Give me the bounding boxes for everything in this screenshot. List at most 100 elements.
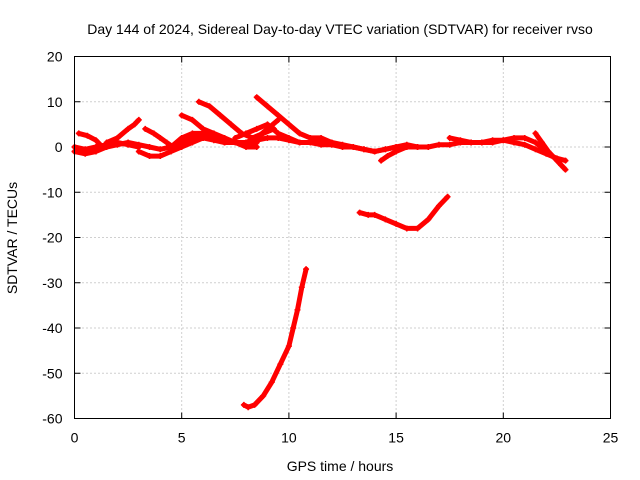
- data-point: [307, 134, 314, 141]
- series-track-11: [243, 117, 281, 145]
- data-point: [157, 134, 164, 141]
- grid-lines: [74, 56, 611, 419]
- x-tick-label: 20: [496, 430, 512, 446]
- data-point: [243, 130, 250, 137]
- data-point: [435, 141, 442, 148]
- data-point: [228, 121, 235, 128]
- data-point: [99, 144, 106, 150]
- data-point: [243, 139, 250, 146]
- data-point: [446, 134, 453, 141]
- data-point: [562, 157, 569, 164]
- data-point: [285, 121, 292, 128]
- data-point: [500, 137, 507, 144]
- data-point: [403, 225, 410, 232]
- data-point: [84, 132, 91, 139]
- data-point: [290, 325, 297, 331]
- data-point: [558, 162, 565, 169]
- data-point: [178, 144, 185, 150]
- data-point: [75, 130, 82, 137]
- data-point: [260, 392, 267, 399]
- series-group: [71, 94, 569, 411]
- data-point: [131, 121, 138, 128]
- data-point: [189, 139, 196, 146]
- data-point: [264, 103, 271, 110]
- data-point: [521, 134, 528, 141]
- data-point: [285, 343, 292, 350]
- data-point: [253, 94, 260, 101]
- data-point: [393, 220, 400, 227]
- data-point: [538, 139, 545, 146]
- data-point: [114, 134, 121, 141]
- x-tick-labels: 0 5 10 15 20 25: [71, 430, 619, 446]
- data-point: [532, 139, 539, 146]
- data-point: [545, 148, 552, 155]
- data-point: [150, 130, 157, 137]
- data-point: [232, 134, 239, 141]
- y-tick-label: 10: [47, 94, 63, 110]
- data-point: [562, 166, 569, 173]
- x-tick-label: 10: [281, 430, 297, 446]
- data-point: [125, 141, 132, 148]
- data-point: [275, 112, 282, 119]
- data-point: [157, 146, 164, 153]
- data-point: [210, 130, 217, 137]
- data-point: [178, 134, 185, 141]
- data-point: [82, 146, 89, 153]
- data-point: [328, 139, 335, 146]
- data-point: [532, 146, 539, 153]
- data-point: [103, 139, 110, 146]
- data-point: [125, 125, 132, 132]
- x-axis-label: GPS time / hours: [287, 458, 394, 474]
- data-point: [371, 148, 378, 155]
- series-track-15: [447, 135, 549, 154]
- y-tick-label: -10: [42, 184, 62, 200]
- data-point: [221, 134, 228, 141]
- data-point: [303, 266, 310, 273]
- data-point: [195, 98, 202, 105]
- data-point: [382, 146, 389, 153]
- data-point: [350, 144, 357, 150]
- data-point: [532, 130, 539, 137]
- data-point: [268, 379, 275, 386]
- data-point: [217, 112, 224, 119]
- data-point: [468, 139, 475, 146]
- x-tick-label: 25: [603, 430, 619, 446]
- data-point: [245, 404, 252, 411]
- data-point: [251, 401, 258, 408]
- data-point: [157, 153, 164, 160]
- data-point: [414, 144, 421, 150]
- data-point: [435, 202, 442, 209]
- data-point: [365, 211, 372, 218]
- series-track-3: [76, 130, 105, 150]
- data-point: [146, 153, 153, 160]
- y-axis-label: SDTVAR / TECUs: [4, 182, 20, 294]
- data-point: [178, 112, 185, 119]
- x-tick-label: 5: [178, 430, 186, 446]
- data-point: [318, 134, 325, 141]
- y-tick-label: -60: [42, 411, 62, 427]
- data-point: [264, 125, 271, 132]
- data-point: [378, 157, 385, 164]
- data-point: [189, 130, 196, 137]
- data-point: [296, 139, 303, 146]
- y-tick-label: -50: [42, 365, 62, 381]
- data-point: [92, 144, 99, 150]
- data-point: [146, 144, 153, 150]
- series-track-18: [241, 266, 309, 410]
- x-tick-label: 15: [388, 430, 404, 446]
- data-point: [285, 134, 292, 141]
- data-point: [414, 225, 421, 232]
- data-point: [206, 103, 213, 110]
- data-point: [277, 361, 284, 368]
- data-point: [425, 216, 432, 223]
- data-point: [200, 125, 207, 132]
- data-point: [253, 144, 260, 150]
- data-point: [403, 144, 410, 150]
- data-point: [489, 139, 496, 146]
- data-point: [384, 153, 391, 160]
- data-point: [296, 130, 303, 137]
- data-point: [356, 209, 363, 216]
- data-point: [393, 148, 400, 155]
- data-point: [135, 116, 142, 123]
